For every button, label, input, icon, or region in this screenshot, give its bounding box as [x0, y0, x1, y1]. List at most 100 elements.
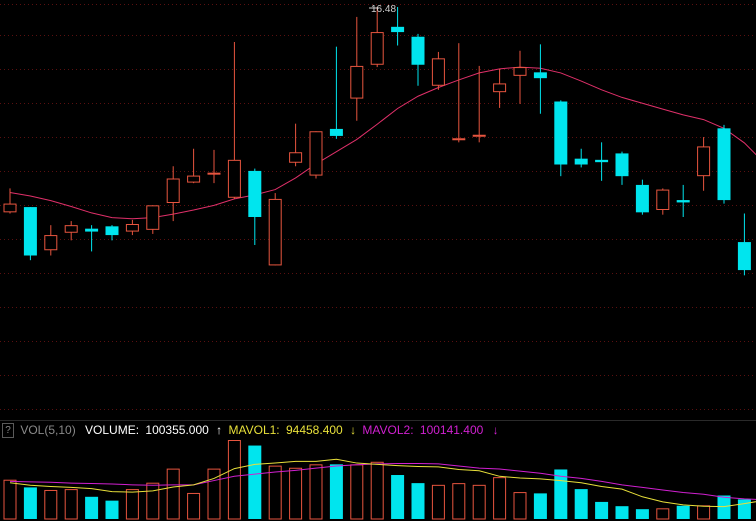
candle-body: [493, 83, 507, 93]
candle: [472, 65, 486, 143]
mavol1-label: MAVOL1:: [228, 423, 280, 437]
candle-body: [574, 158, 588, 165]
volume-bar: [268, 465, 282, 520]
candle-body: [207, 172, 221, 175]
candle: [513, 50, 527, 104]
candle: [533, 44, 547, 114]
candle: [574, 148, 588, 168]
candle: [737, 213, 751, 276]
volume-bar: [676, 505, 690, 519]
candle-body: [248, 170, 262, 217]
mavol1-arrow-icon: ↓: [350, 423, 357, 437]
price-ma-line: [9, 66, 756, 220]
help-icon[interactable]: ?: [2, 423, 14, 439]
volume-label: VOLUME:: [85, 423, 140, 437]
volume-indicator-header: ? VOL(5,10) VOLUME: 100355.000 ↑ MAVOL1:…: [0, 421, 756, 439]
candle-body: [595, 159, 609, 163]
candle-body: [166, 178, 180, 203]
candle-body: [615, 153, 629, 177]
volume-bar: [64, 489, 78, 520]
candle: [411, 33, 425, 86]
candle-body: [635, 184, 649, 213]
volume-bar: [329, 464, 343, 519]
candle: [391, 7, 405, 46]
volume-bar: [125, 489, 139, 520]
volume-bar: [3, 479, 17, 520]
candle: [309, 131, 323, 179]
candle: [187, 148, 201, 184]
candle-body: [187, 175, 201, 183]
candle: [268, 193, 282, 266]
volume-bar: [85, 496, 99, 519]
high-price-label: 16.48: [371, 4, 396, 15]
mavol1-line: [9, 458, 756, 508]
volume-bar: [493, 477, 507, 520]
candle-body: [85, 228, 99, 232]
candle: [125, 219, 139, 236]
candle-body: [717, 128, 731, 201]
volume-bar: [635, 509, 649, 519]
volume-bar: [697, 505, 711, 520]
candle: [85, 225, 99, 252]
candle: [717, 124, 731, 204]
candle-body: [105, 226, 119, 236]
mavol2-line: [9, 462, 756, 500]
candle: [595, 142, 609, 181]
price-moving-average: [9, 66, 756, 220]
volume-bar: [309, 464, 323, 520]
volume-bar: [574, 489, 588, 519]
mavol2-arrow-icon: ↓: [492, 423, 499, 437]
candle-body: [309, 131, 323, 176]
volume-bar: [411, 483, 425, 519]
candle-body: [411, 36, 425, 65]
volume-bar: [44, 489, 58, 520]
volume-value: 100355.000: [145, 423, 209, 437]
volume-bar: [187, 492, 201, 520]
volume-bar: [146, 482, 160, 520]
volume-bar: [289, 467, 303, 520]
candle: [329, 46, 343, 139]
candle-body: [146, 205, 160, 230]
candle-body: [676, 200, 690, 203]
volume-bar: [105, 500, 119, 519]
price-candles: [3, 7, 751, 276]
candle: [656, 188, 670, 215]
volume-bar: [513, 492, 527, 520]
candle-body: [513, 67, 527, 76]
candle-body: [737, 242, 751, 271]
candle: [248, 168, 262, 245]
candle: [3, 188, 17, 214]
candle: [227, 42, 241, 199]
candle: [697, 137, 711, 191]
price-gridlines: [0, 4, 756, 421]
volume-arrow-icon: ↑: [216, 423, 223, 437]
candle: [635, 179, 649, 215]
volume-bar: [227, 440, 241, 520]
volume-bar: [533, 493, 547, 519]
candle-body: [227, 159, 241, 198]
volume-bar: [554, 469, 568, 519]
candle-body: [350, 65, 364, 99]
mavol2-value: 100141.400: [419, 423, 484, 437]
candle: [64, 221, 78, 241]
candle: [554, 100, 568, 177]
candle-body: [452, 138, 466, 141]
volume-bar: [717, 495, 731, 519]
candle-body: [268, 198, 282, 266]
volume-bars: [3, 440, 751, 520]
volume-bar: [472, 484, 486, 520]
volume-bar: [350, 464, 364, 520]
candle: [146, 205, 160, 234]
candle-body: [3, 203, 17, 213]
volume-moving-averages: [9, 458, 756, 508]
candle: [23, 207, 37, 261]
candle-body: [431, 58, 445, 86]
candle: [105, 225, 119, 241]
volume-bar: [615, 506, 629, 519]
candle-body: [64, 225, 78, 233]
indicator-name[interactable]: VOL(5,10): [20, 423, 76, 437]
mavol1-value: 94458.400: [285, 423, 343, 437]
candle: [493, 68, 507, 108]
candle-body: [391, 26, 405, 33]
